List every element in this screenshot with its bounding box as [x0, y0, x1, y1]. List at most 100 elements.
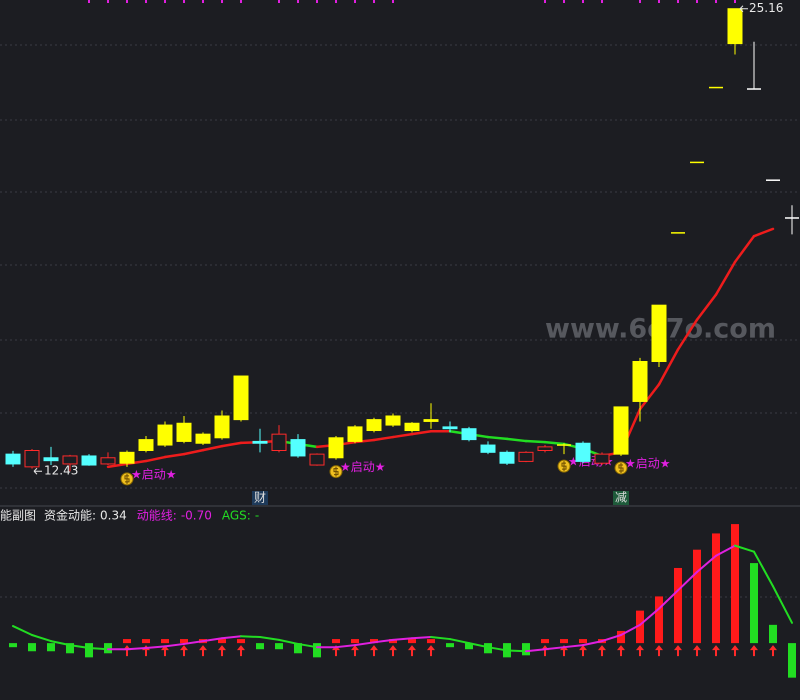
sub-header: 动能副图 资金动能: 0.34 动能线: -0.70 AGS:- — [0, 508, 259, 523]
top-marker — [164, 0, 166, 3]
ma-segment — [391, 432, 414, 439]
top-marker — [582, 0, 584, 3]
momentum-bar — [560, 639, 568, 644]
momentum-line-segment — [563, 644, 584, 649]
momentum-bar — [750, 563, 758, 644]
ma-segment — [144, 455, 167, 463]
candle-body — [480, 444, 496, 453]
momentum-line-segment — [411, 636, 432, 640]
top-marker — [145, 0, 147, 3]
top-marker — [734, 0, 736, 3]
momentum-bar — [313, 643, 321, 658]
candle-body — [727, 8, 743, 45]
ma-segment — [486, 435, 509, 441]
signal-label: ★启动★ — [131, 467, 177, 481]
momentum-bar — [579, 639, 587, 644]
momentum-bar — [123, 639, 131, 644]
candle-body — [442, 426, 458, 430]
ma-segment — [657, 348, 680, 386]
top-marker — [639, 0, 641, 3]
momentum-line-segment — [753, 550, 774, 588]
signal-arrow — [579, 645, 587, 657]
momentum-line-segment — [639, 607, 660, 626]
candle-body — [176, 422, 192, 442]
momentum-bar — [427, 639, 435, 644]
momentum-line-segment — [278, 638, 299, 645]
candle-body — [499, 451, 515, 464]
signal-arrow — [237, 645, 245, 657]
momentum-line-segment — [221, 635, 242, 640]
momentum-line-segment — [620, 623, 641, 636]
low-price-label: 12.43 — [44, 464, 78, 478]
momentum-bar — [66, 643, 74, 654]
momentum-line-segment — [582, 640, 603, 647]
momentum-bar — [408, 639, 416, 644]
candle-body — [461, 428, 477, 441]
money-symbol — [561, 461, 567, 472]
momentum-line-segment — [335, 644, 356, 649]
momentum-bar — [256, 643, 264, 650]
candle-body — [195, 433, 211, 444]
momentum-line-segment — [772, 585, 793, 624]
momentum-line-segment — [430, 636, 451, 641]
ma-segment — [524, 439, 547, 444]
momentum-bar — [636, 610, 644, 644]
momentum-bar — [9, 643, 17, 648]
momentum-bar — [28, 643, 36, 652]
momentum-line-segment — [658, 589, 679, 610]
signal-arrow — [180, 645, 188, 657]
candle-body — [366, 419, 382, 432]
candle-body — [537, 446, 553, 452]
momentum-line-segment — [392, 637, 413, 641]
signal-arrow — [731, 645, 739, 657]
top-marker — [373, 0, 375, 3]
candle-body — [328, 437, 344, 459]
candle-body — [81, 455, 97, 466]
signal-arrow — [389, 645, 397, 657]
top-marker — [297, 0, 299, 3]
momentum-line-segment — [126, 647, 147, 651]
candle-body — [632, 360, 648, 402]
momentum-line-segment — [506, 649, 527, 653]
momentum-line-segment — [373, 638, 394, 644]
momentum-bar — [541, 639, 549, 644]
ma-segment — [505, 437, 528, 443]
top-marker — [544, 0, 546, 3]
candle-body — [309, 453, 325, 466]
signal-arrow — [655, 645, 663, 657]
top-marker — [715, 0, 717, 3]
momentum-bar — [389, 639, 397, 644]
candle-body — [651, 304, 667, 362]
ma-segment — [163, 452, 186, 459]
momentum-bar — [674, 567, 682, 644]
momentum-bar — [351, 639, 359, 644]
top-marker — [354, 0, 356, 3]
top-marker — [601, 0, 603, 3]
signal-arrow — [161, 645, 169, 657]
signal-arrow — [541, 645, 549, 657]
momentum-bar — [294, 643, 302, 654]
momentum-bar — [769, 624, 777, 644]
top-marker — [658, 0, 660, 3]
top-marker — [88, 0, 90, 3]
ma-segment — [106, 462, 129, 469]
readout-value: -0.70 — [181, 509, 212, 523]
momentum-line-segment — [240, 635, 261, 639]
top-marker — [183, 0, 185, 3]
momentum-line-segment — [449, 638, 470, 645]
momentum-line-segment — [50, 640, 71, 647]
signal-arrow — [674, 645, 682, 657]
momentum-bar — [180, 639, 188, 644]
candle-body — [233, 375, 249, 421]
candle-body — [100, 457, 116, 465]
candle-body — [385, 415, 401, 426]
signal-arrow — [370, 645, 378, 657]
candle-body — [613, 406, 629, 455]
momentum-line-segment — [183, 640, 204, 645]
momentum-bar — [85, 643, 93, 658]
money-symbol — [333, 466, 339, 477]
candle-body — [138, 439, 154, 452]
candle-body — [252, 440, 268, 444]
